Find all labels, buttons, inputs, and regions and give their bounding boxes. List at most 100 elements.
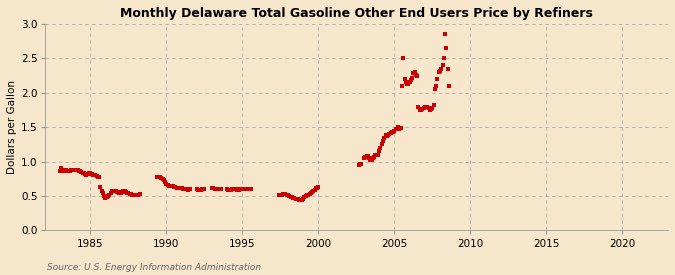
Point: [308, 189, 319, 193]
Point: [208, 186, 219, 191]
Point: [181, 187, 192, 191]
Point: [394, 126, 405, 131]
Point: [383, 133, 394, 138]
Point: [95, 185, 106, 189]
Point: [403, 82, 414, 86]
Point: [88, 173, 99, 178]
Point: [431, 84, 441, 88]
Point: [313, 185, 324, 189]
Point: [185, 187, 196, 191]
Point: [160, 180, 171, 185]
Point: [76, 170, 87, 174]
Point: [242, 187, 252, 191]
Point: [387, 130, 398, 134]
Point: [280, 192, 291, 196]
Point: [374, 149, 385, 153]
Point: [90, 173, 101, 178]
Point: [402, 82, 412, 87]
Point: [279, 192, 290, 196]
Point: [161, 182, 171, 186]
Point: [199, 187, 210, 191]
Point: [215, 187, 226, 191]
Point: [300, 194, 311, 198]
Point: [292, 197, 302, 201]
Point: [176, 186, 187, 191]
Point: [130, 193, 141, 197]
Point: [302, 193, 313, 197]
Point: [238, 187, 249, 191]
Point: [303, 192, 314, 197]
Point: [373, 153, 383, 157]
Point: [377, 139, 388, 143]
Point: [288, 196, 298, 200]
Point: [380, 133, 391, 138]
Point: [157, 177, 168, 181]
Point: [237, 187, 248, 191]
Point: [124, 192, 135, 196]
Point: [432, 77, 443, 81]
Point: [274, 192, 285, 197]
Point: [198, 187, 209, 191]
Point: [178, 187, 188, 191]
Point: [399, 77, 410, 81]
Point: [361, 154, 372, 158]
Point: [99, 194, 109, 198]
Point: [179, 187, 190, 191]
Point: [293, 197, 304, 202]
Point: [82, 172, 93, 176]
Point: [310, 186, 321, 191]
Point: [156, 176, 167, 180]
Point: [294, 198, 304, 202]
Point: [384, 132, 395, 136]
Point: [62, 168, 73, 173]
Point: [414, 108, 425, 112]
Point: [171, 186, 182, 190]
Point: [230, 187, 240, 191]
Point: [281, 192, 292, 197]
Point: [120, 190, 131, 194]
Point: [234, 187, 245, 191]
Point: [426, 107, 437, 111]
Title: Monthly Delaware Total Gasoline Other End Users Price by Refiners: Monthly Delaware Total Gasoline Other En…: [120, 7, 593, 20]
Point: [169, 185, 180, 189]
Point: [100, 196, 111, 200]
Point: [59, 168, 70, 172]
Point: [224, 188, 235, 192]
Point: [103, 194, 113, 198]
Point: [358, 156, 369, 160]
Point: [213, 187, 223, 191]
Point: [225, 188, 236, 192]
Point: [295, 198, 306, 202]
Point: [97, 189, 107, 193]
Point: [412, 73, 423, 78]
Point: [419, 104, 430, 109]
Point: [306, 190, 317, 194]
Point: [97, 190, 108, 195]
Point: [159, 178, 169, 182]
Point: [58, 168, 69, 173]
Point: [400, 80, 411, 85]
Point: [304, 192, 315, 196]
Point: [55, 168, 65, 173]
Point: [233, 188, 244, 192]
Point: [57, 168, 68, 172]
Point: [114, 190, 125, 195]
Point: [404, 80, 415, 85]
Point: [196, 187, 207, 191]
Point: [162, 183, 173, 187]
Point: [370, 153, 381, 158]
Point: [286, 195, 297, 200]
Point: [437, 63, 448, 67]
Point: [381, 134, 392, 138]
Point: [115, 190, 126, 195]
Point: [155, 175, 165, 180]
Point: [398, 56, 408, 60]
Point: [75, 169, 86, 174]
Point: [227, 187, 238, 191]
Point: [309, 188, 320, 192]
Point: [366, 157, 377, 162]
Point: [290, 197, 301, 201]
Point: [377, 142, 387, 147]
Point: [172, 186, 183, 190]
Point: [104, 192, 115, 197]
